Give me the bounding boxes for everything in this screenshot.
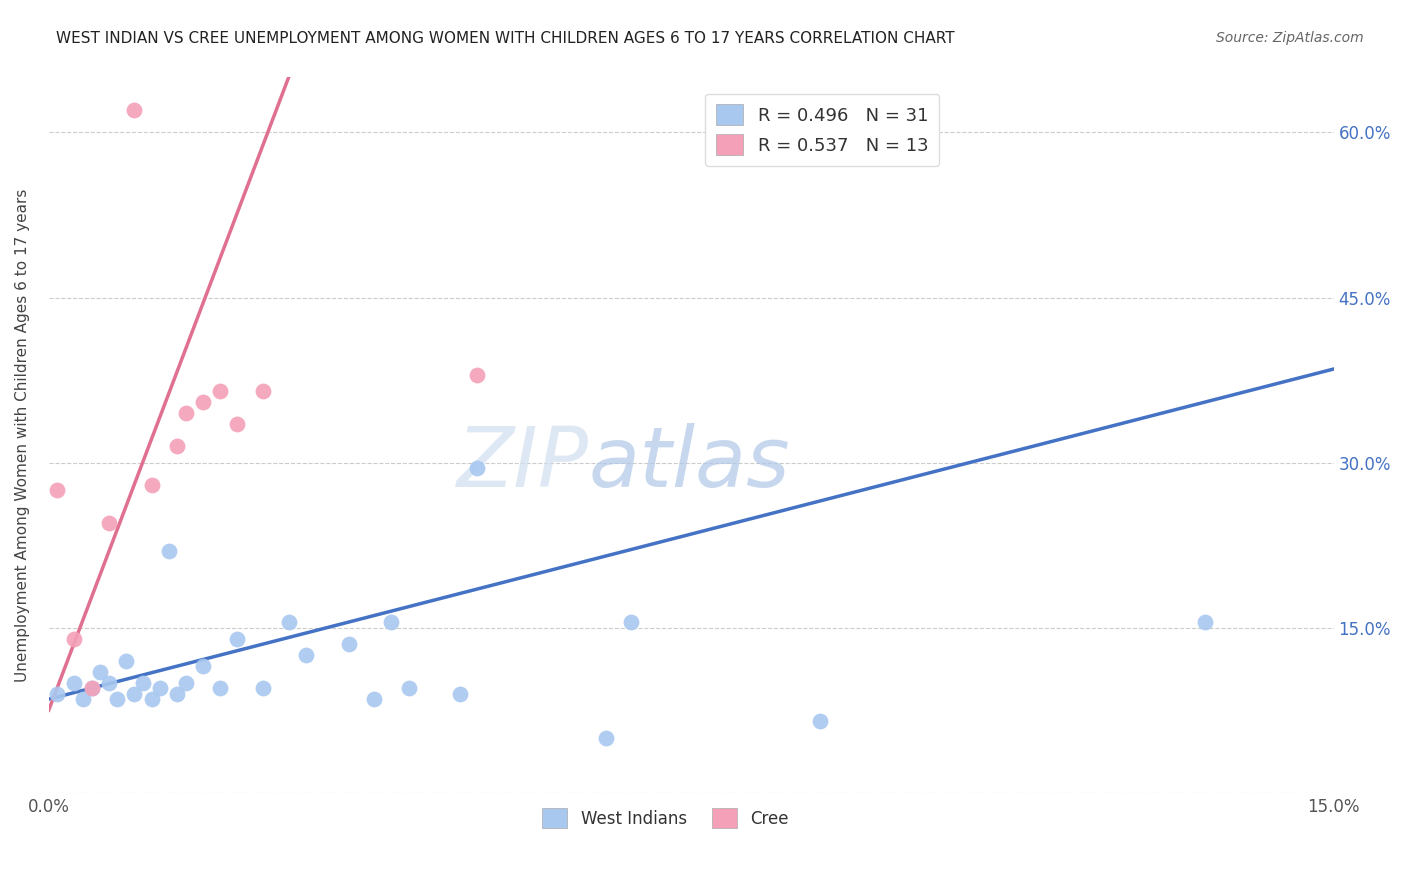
Point: [808, 714, 831, 728]
Point: [89, 665, 111, 679]
Point: [63, 675, 86, 690]
Point: [166, 687, 188, 701]
Point: [80, 681, 103, 695]
Point: [398, 681, 420, 695]
Legend: West Indians, Cree: West Indians, Cree: [536, 802, 796, 834]
Point: [209, 681, 232, 695]
Point: [191, 395, 214, 409]
Point: [72, 692, 94, 706]
Point: [209, 384, 232, 398]
Point: [80, 681, 103, 695]
Point: [97, 675, 120, 690]
Point: [46, 483, 69, 497]
Point: [363, 692, 385, 706]
Point: [63, 632, 86, 646]
Point: [191, 659, 214, 673]
Point: [174, 406, 197, 420]
Point: [105, 692, 128, 706]
Point: [46, 687, 69, 701]
Point: [157, 543, 180, 558]
Point: [141, 477, 163, 491]
Point: [132, 675, 155, 690]
Text: ZIP: ZIP: [457, 423, 588, 504]
Point: [115, 654, 138, 668]
Point: [294, 648, 316, 662]
Point: [252, 681, 274, 695]
Point: [337, 637, 360, 651]
Text: atlas: atlas: [588, 423, 790, 504]
Point: [97, 516, 120, 530]
Point: [1194, 615, 1216, 629]
Point: [174, 675, 197, 690]
Point: [465, 461, 488, 475]
Y-axis label: Unemployment Among Women with Children Ages 6 to 17 years: Unemployment Among Women with Children A…: [15, 188, 30, 681]
Point: [277, 615, 299, 629]
Point: [124, 687, 146, 701]
Point: [149, 681, 172, 695]
Point: [124, 103, 146, 118]
Point: [449, 687, 471, 701]
Point: [141, 692, 163, 706]
Point: [465, 368, 488, 382]
Point: [252, 384, 274, 398]
Point: [380, 615, 402, 629]
Text: Source: ZipAtlas.com: Source: ZipAtlas.com: [1216, 31, 1364, 45]
Point: [595, 731, 617, 745]
Point: [226, 417, 249, 431]
Point: [620, 615, 643, 629]
Text: WEST INDIAN VS CREE UNEMPLOYMENT AMONG WOMEN WITH CHILDREN AGES 6 TO 17 YEARS CO: WEST INDIAN VS CREE UNEMPLOYMENT AMONG W…: [56, 31, 955, 46]
Point: [226, 632, 249, 646]
Point: [166, 439, 188, 453]
